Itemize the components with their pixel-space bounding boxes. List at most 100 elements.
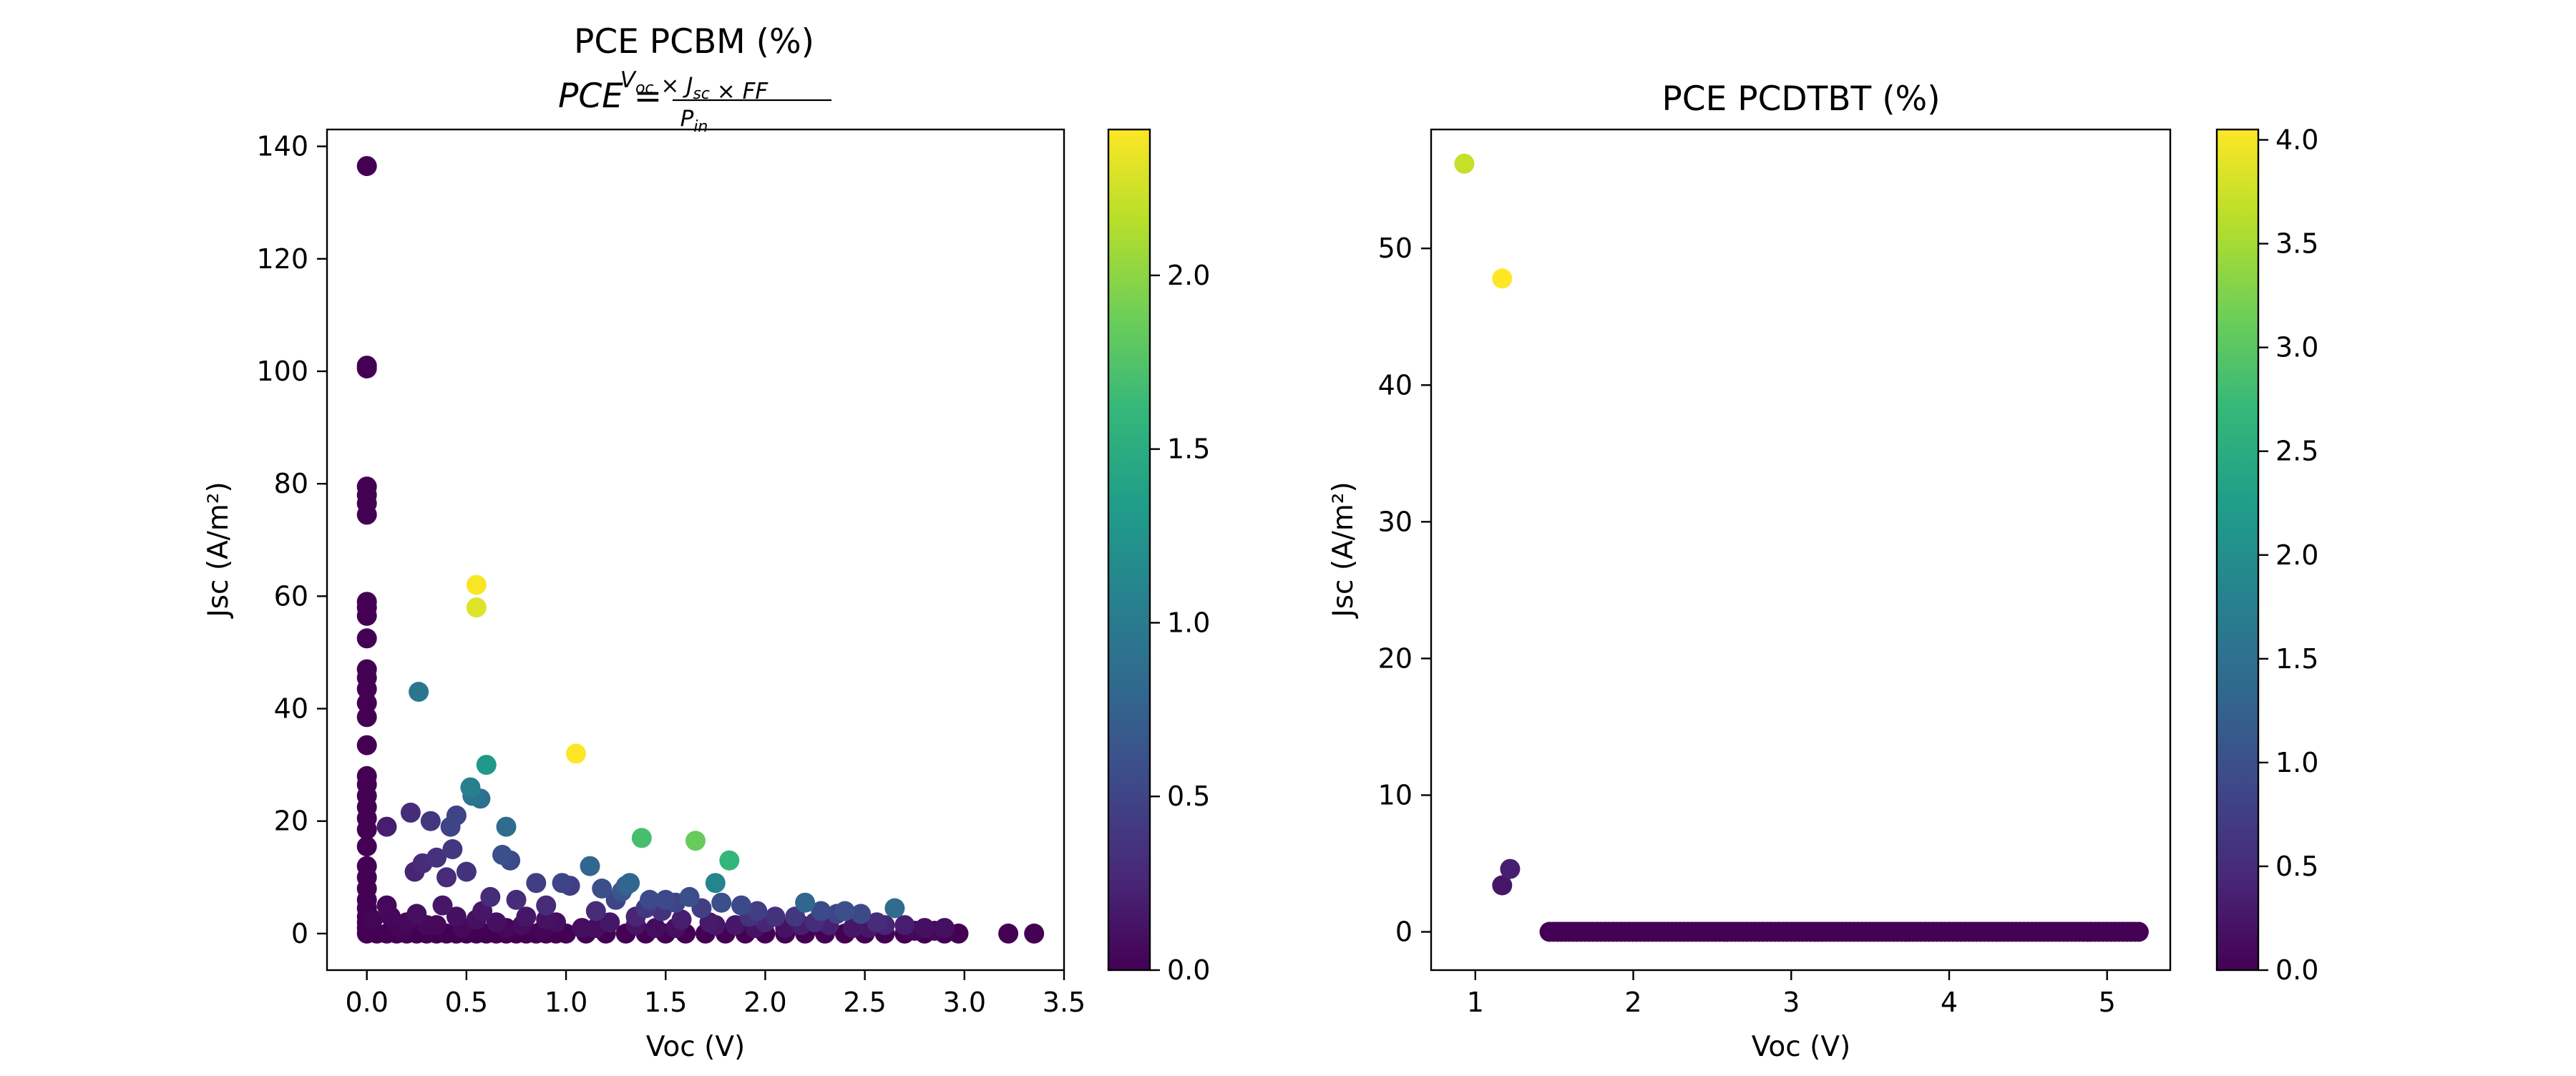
- data-point: [645, 918, 666, 939]
- data-point: [466, 574, 487, 595]
- data-point: [536, 909, 557, 930]
- data-point: [356, 504, 377, 525]
- data-point: [526, 873, 547, 894]
- y-tick-label: 60: [274, 580, 308, 612]
- x-axis-label: Voc (V): [646, 1031, 745, 1063]
- data-point: [631, 828, 652, 848]
- y-tick-label: 10: [1378, 779, 1413, 811]
- x-tick-label: 1.5: [644, 987, 687, 1018]
- data-point: [436, 867, 457, 888]
- x-tick-label: 2.5: [843, 987, 886, 1018]
- plot-frame: [326, 128, 1065, 972]
- data-point: [998, 923, 1019, 944]
- data-point: [1454, 153, 1475, 174]
- x-tick-label: 3.0: [943, 987, 986, 1018]
- data-point: [1492, 268, 1513, 289]
- data-point: [686, 831, 706, 851]
- data-point: [356, 707, 377, 728]
- data-point: [552, 873, 572, 894]
- data-point: [476, 755, 497, 776]
- data-point: [811, 901, 831, 921]
- data-point: [785, 906, 806, 927]
- data-point: [496, 816, 517, 837]
- x-tick-label: 2: [1624, 987, 1641, 1018]
- data-point: [456, 861, 477, 882]
- data-point: [426, 915, 447, 936]
- x-tick-label: 5: [2099, 987, 2116, 1018]
- data-point: [2128, 921, 2149, 942]
- data-point: [409, 682, 429, 702]
- data-point: [747, 901, 768, 921]
- colorbar-ticks: 0.0 0.5 1.0 1.5 2.0: [1150, 260, 1210, 986]
- data-point: [466, 597, 487, 618]
- scatter-points: [356, 156, 1045, 944]
- colorbar-tick-label: 4.0: [2275, 124, 2318, 156]
- colorbar-tick-label: 1.5: [2275, 643, 2318, 675]
- data-point: [1500, 859, 1521, 879]
- formula-subscript: in: [693, 118, 708, 136]
- colorbar: [1107, 128, 1151, 972]
- data-point: [851, 904, 872, 924]
- y-tick-label: 80: [274, 468, 308, 499]
- data-point: [731, 895, 751, 916]
- x-tick-label: 4: [1941, 987, 1958, 1018]
- data-point: [914, 918, 935, 939]
- formula-subscript: sc: [693, 85, 710, 103]
- data-point: [655, 889, 676, 910]
- x-tick-label: 3: [1782, 987, 1800, 1018]
- data-point: [585, 901, 606, 921]
- colorbar-tick-label: 0.5: [2275, 851, 2318, 882]
- chart-title: PCE PCBM (%): [574, 22, 814, 62]
- y-tick-label: 20: [274, 806, 308, 837]
- x-tick-label: 0.5: [445, 987, 488, 1018]
- y-tick-label: 30: [1378, 506, 1413, 537]
- data-point: [516, 906, 537, 927]
- y-axis-ticks: 0 10 20 30 40 50: [1378, 233, 1431, 948]
- y-axis-ticks: 0 20 40 60 80 100 120 140: [256, 131, 327, 949]
- data-point: [492, 844, 512, 865]
- y-axis-label: Jsc (A/m²): [203, 481, 235, 620]
- data-point: [356, 156, 377, 177]
- colorbar-tick-label: 3.5: [2275, 228, 2318, 260]
- x-tick-label: 3.5: [1043, 987, 1085, 1018]
- y-tick-label: 40: [274, 693, 308, 725]
- data-point: [363, 909, 383, 930]
- data-point: [705, 873, 726, 894]
- data-point: [460, 777, 481, 798]
- y-axis-label: Jsc (A/m²): [1327, 481, 1360, 620]
- data-point: [356, 358, 377, 378]
- data-point: [376, 895, 397, 916]
- data-point: [580, 856, 600, 876]
- data-point: [679, 886, 700, 907]
- y-tick-label: 0: [291, 918, 308, 949]
- data-point: [446, 906, 467, 927]
- data-point: [592, 879, 613, 899]
- y-tick-label: 120: [256, 243, 308, 275]
- colorbar-tick-label: 0.0: [2275, 954, 2318, 986]
- data-point: [620, 873, 640, 894]
- colorbar-tick-label: 1.0: [1167, 607, 1210, 638]
- data-point: [480, 886, 501, 907]
- data-point: [356, 628, 377, 649]
- y-tick-label: 100: [256, 356, 308, 387]
- x-tick-label: 0.0: [345, 987, 388, 1018]
- data-point: [356, 819, 377, 840]
- data-point: [442, 839, 463, 859]
- data-point: [356, 693, 377, 713]
- formula-denominator: Pin: [680, 106, 708, 136]
- colorbar-tick-label: 2.0: [2275, 539, 2318, 571]
- data-point: [356, 735, 377, 755]
- formula-lhs: PCE =: [558, 77, 662, 116]
- formula-numerator: Voc × Jsc × FF: [620, 67, 769, 104]
- data-point: [486, 912, 507, 933]
- colorbar-tick-label: 0.5: [1167, 781, 1210, 812]
- data-point: [376, 816, 397, 837]
- y-tick-label: 140: [256, 131, 308, 162]
- data-point: [566, 743, 586, 764]
- data-point: [894, 915, 915, 936]
- x-tick-label: 2.0: [743, 987, 786, 1018]
- data-point: [536, 895, 557, 916]
- x-axis-ticks: 0.0 0.5 1.0 1.5 2.0 2.5 3.0 3.5: [345, 970, 1085, 1018]
